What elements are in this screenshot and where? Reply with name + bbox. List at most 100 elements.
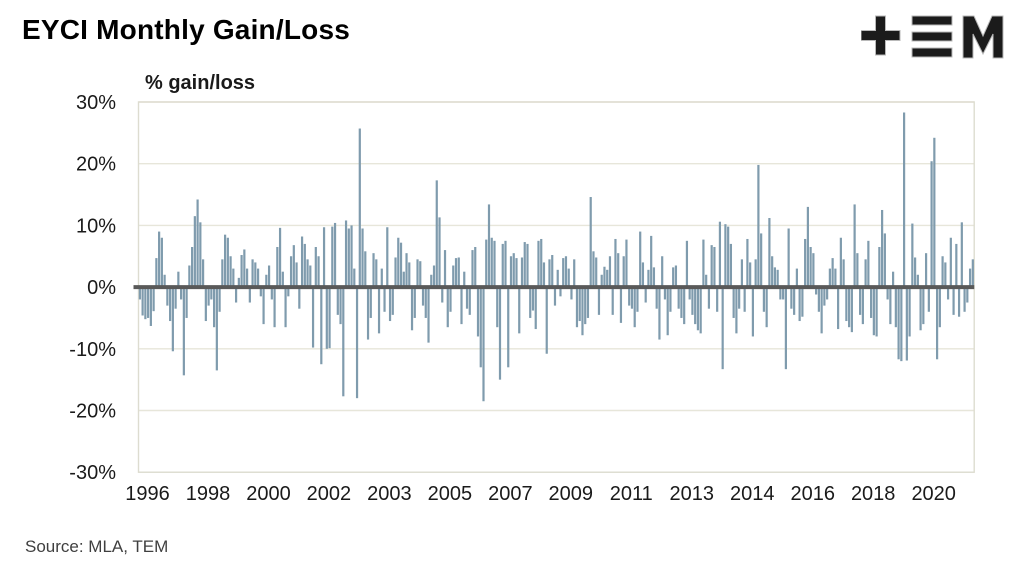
bar <box>243 249 246 288</box>
bar-chart: 30% 20% 10% 0% -10% -20% -30% 1996 1998 2000 2002 2… <box>69 92 975 505</box>
bar <box>457 257 460 288</box>
bar <box>837 287 840 330</box>
bar <box>377 287 381 334</box>
bar <box>196 199 199 288</box>
bar <box>754 259 757 288</box>
bar <box>630 287 634 309</box>
y-tick-label: 10% <box>76 215 116 237</box>
bar <box>559 287 562 297</box>
bar <box>221 259 224 288</box>
bar <box>476 287 480 337</box>
bar <box>479 287 482 368</box>
bar <box>138 287 141 300</box>
bar <box>842 259 845 288</box>
bar <box>870 287 873 318</box>
bar <box>617 253 620 288</box>
bar <box>905 287 908 361</box>
bar <box>685 240 689 288</box>
bar <box>971 259 974 288</box>
bar <box>815 287 818 295</box>
bar <box>298 287 301 309</box>
bar <box>564 256 568 288</box>
bar <box>174 287 177 309</box>
bar <box>287 287 290 297</box>
bar <box>619 287 623 323</box>
bar <box>309 265 312 288</box>
bar <box>639 231 642 288</box>
bar <box>806 206 809 288</box>
bar <box>262 287 265 325</box>
bar <box>265 274 268 288</box>
bar <box>355 287 359 399</box>
bar <box>229 256 232 288</box>
bar <box>141 287 144 316</box>
bar <box>251 259 254 288</box>
bar <box>449 287 452 312</box>
x-tick-label: 2007 <box>488 483 533 505</box>
bar <box>746 238 749 288</box>
bar <box>361 228 364 288</box>
bar <box>490 237 493 288</box>
bar <box>812 253 815 288</box>
bar <box>935 287 939 360</box>
bar <box>204 287 207 322</box>
bar <box>498 287 502 380</box>
bar <box>391 287 394 315</box>
bar <box>861 287 864 325</box>
bar <box>625 239 628 288</box>
bar <box>743 287 746 312</box>
bar <box>339 287 342 325</box>
x-tick-label: 2016 <box>791 483 836 505</box>
bar <box>606 269 609 288</box>
bar <box>515 258 518 288</box>
bar <box>848 287 851 328</box>
bar <box>644 287 647 303</box>
bar <box>886 287 889 300</box>
bar <box>600 274 603 288</box>
bar <box>589 197 592 288</box>
bar <box>160 237 163 288</box>
bar <box>927 287 930 312</box>
bar <box>793 287 796 315</box>
bar <box>661 256 664 288</box>
bar <box>281 271 284 288</box>
bar <box>421 287 425 306</box>
bar <box>581 287 584 336</box>
bar <box>166 287 169 306</box>
bar <box>573 259 576 288</box>
bar <box>325 287 328 349</box>
bar <box>350 225 353 288</box>
bar <box>185 287 188 318</box>
bar <box>955 243 958 288</box>
bar <box>658 287 661 340</box>
bar <box>570 287 573 300</box>
bar <box>408 262 411 288</box>
bar <box>144 287 147 320</box>
bar <box>452 265 455 288</box>
bar <box>344 220 348 288</box>
bar <box>507 287 510 368</box>
bar <box>410 287 414 331</box>
bar <box>804 238 807 288</box>
bar <box>504 240 507 288</box>
bar <box>512 253 515 288</box>
x-tick-label: 2011 <box>610 483 653 505</box>
bar <box>534 287 537 330</box>
bar <box>798 287 801 322</box>
bar <box>699 287 702 334</box>
bar <box>295 262 298 288</box>
bar <box>163 274 166 288</box>
bar <box>768 218 771 288</box>
bar <box>322 227 326 288</box>
bar <box>707 287 711 309</box>
bar <box>531 287 535 311</box>
source-note: Source: MLA, TEM <box>25 537 169 556</box>
bar <box>790 287 793 309</box>
bar <box>881 209 884 288</box>
bar <box>270 287 273 300</box>
bar <box>575 287 579 328</box>
bar <box>474 247 477 288</box>
bar <box>713 247 716 288</box>
x-tick-label: 2018 <box>851 483 896 505</box>
bar <box>705 274 708 288</box>
